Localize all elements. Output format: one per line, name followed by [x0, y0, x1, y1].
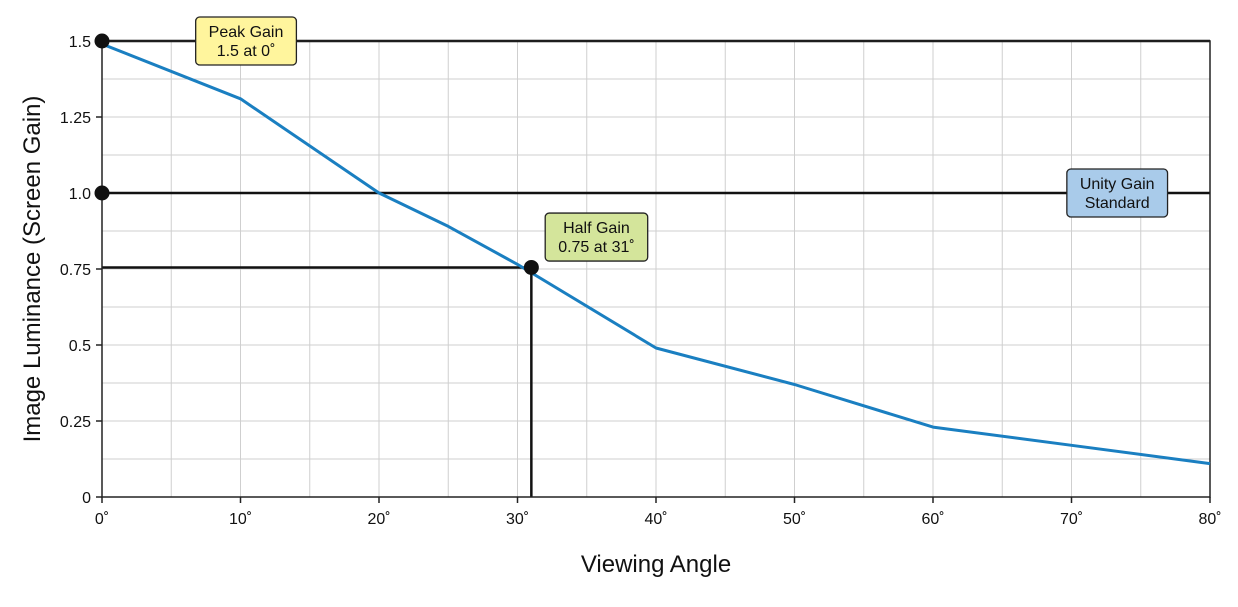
x-tick-label: 0˚: [95, 511, 109, 528]
annotation-text: Peak Gain: [209, 24, 284, 41]
x-axis-ticks: 0˚ 10˚ 20˚ 30˚ 40˚ 50˚ 60˚ 70˚ 80˚: [95, 497, 1222, 528]
x-tick-label: 70˚: [1060, 511, 1083, 528]
grid: [102, 41, 1210, 497]
annotation-box: Unity Gain Standard: [1066, 168, 1169, 218]
y-tick-label: 0.5: [69, 338, 91, 355]
y-tick-label: 0: [82, 490, 91, 507]
annotation-text: 1.5 at 0˚: [217, 43, 276, 60]
x-tick-label: 20˚: [367, 511, 390, 528]
markers: [94, 33, 539, 275]
x-axis-title: Viewing Angle: [581, 551, 731, 578]
y-tick-label: 0.25: [60, 414, 91, 431]
y-tick-label: 0.75: [60, 262, 91, 279]
annotation-background: [195, 16, 298, 66]
annotations: Peak Gain 1.5 at 0˚ Unity Gain Standard Half…: [195, 16, 1169, 262]
annotation-text: Unity Gain: [1080, 176, 1155, 193]
marker-point: [94, 185, 110, 201]
annotation-text: Standard: [1085, 195, 1150, 212]
y-axis-ticks: 0 0.25 0.5 0.75 1.0 1.25 1.5: [60, 34, 102, 507]
x-tick-label: 60˚: [921, 511, 944, 528]
annotation-box: Half Gain 0.75 at 31˚: [544, 212, 649, 262]
series-line: [101, 42, 1211, 466]
y-tick-label: 1.5: [69, 34, 91, 51]
annotation-background: [544, 212, 649, 262]
y-tick-label: 1.25: [60, 110, 91, 127]
x-tick-label: 40˚: [644, 511, 667, 528]
y-axis-title: Image Luminance (Screen Gain): [19, 96, 46, 443]
series: [101, 42, 1211, 466]
marker-point: [523, 259, 539, 275]
annotation-box: Peak Gain 1.5 at 0˚: [195, 16, 298, 66]
marker-point: [94, 33, 110, 49]
y-tick-label: 1.0: [69, 186, 91, 203]
x-tick-label: 80˚: [1198, 511, 1221, 528]
x-tick-label: 30˚: [506, 511, 529, 528]
annotation-background: [1066, 168, 1169, 218]
annotation-text: 0.75 at 31˚: [558, 239, 635, 256]
annotation-text: Half Gain: [563, 220, 630, 237]
x-tick-label: 50˚: [783, 511, 806, 528]
x-tick-label: 10˚: [229, 511, 252, 528]
